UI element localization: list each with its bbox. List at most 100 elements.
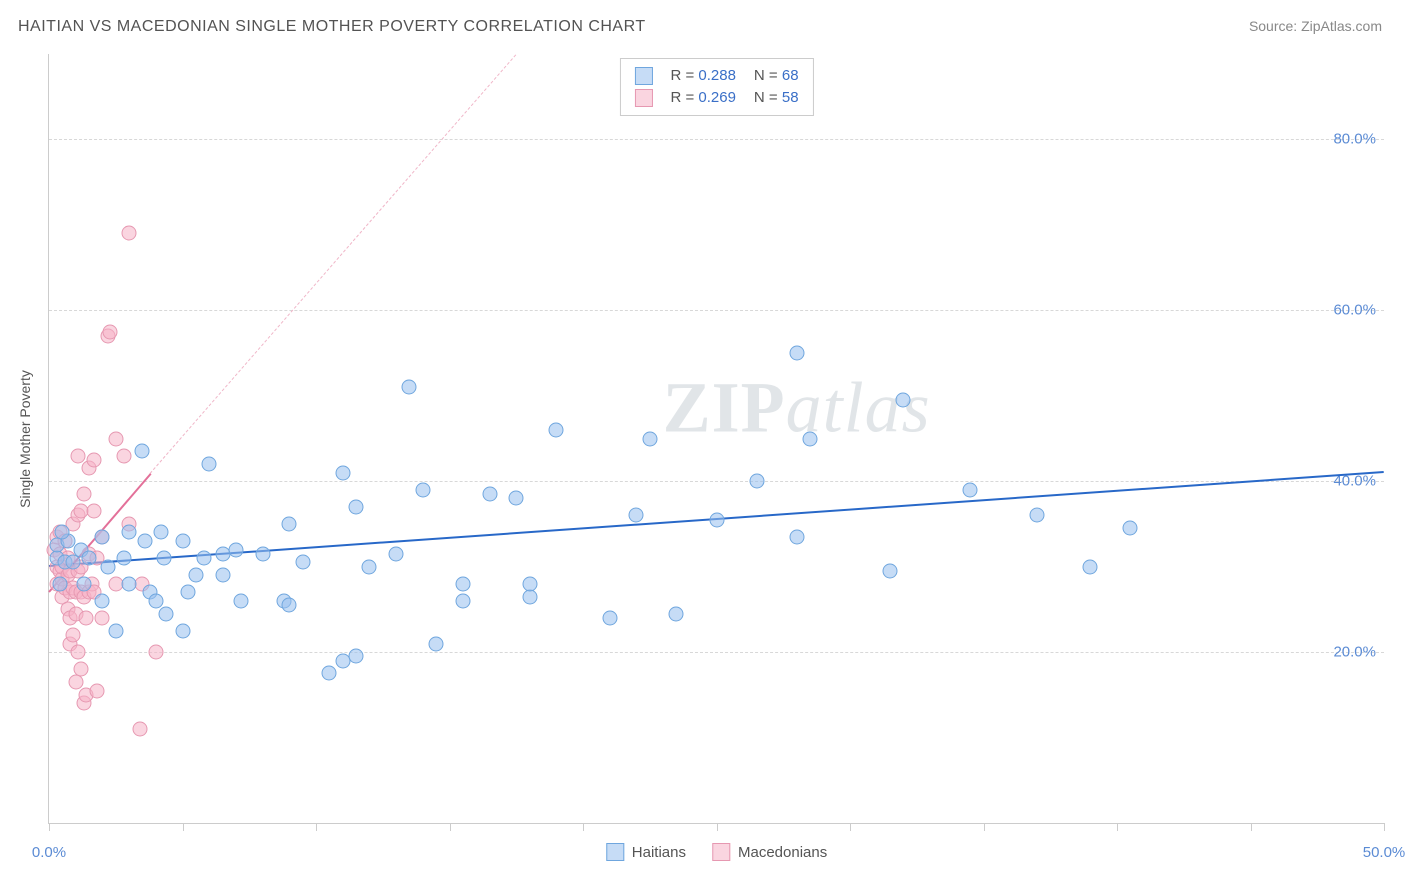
x-tick [450, 823, 451, 831]
scatter-point [202, 457, 217, 472]
legend-swatch-pink [634, 89, 652, 107]
legend-stats-row: R = 0.288 N = 68 [634, 65, 798, 87]
x-tick [984, 823, 985, 831]
plot-region: ZIPatlas Single Mother Poverty R = 0.288… [48, 54, 1384, 824]
scatter-point [522, 589, 537, 604]
scatter-point [389, 546, 404, 561]
scatter-point [55, 525, 70, 540]
scatter-point [802, 431, 817, 446]
scatter-point [282, 598, 297, 613]
grid-line [49, 139, 1384, 140]
legend-swatch-blue [606, 843, 624, 861]
x-tick [1117, 823, 1118, 831]
scatter-point [602, 610, 617, 625]
scatter-point [74, 662, 89, 677]
x-tick [1251, 823, 1252, 831]
scatter-point [159, 606, 174, 621]
legend-swatch-blue [634, 67, 652, 85]
x-tick [717, 823, 718, 831]
chart-header: HAITIAN VS MACEDONIAN SINGLE MOTHER POVE… [0, 0, 1406, 36]
scatter-point [234, 593, 249, 608]
legend-stats-row: R = 0.269 N = 58 [634, 87, 798, 109]
x-tick [49, 823, 50, 831]
scatter-point [629, 508, 644, 523]
scatter-point [95, 593, 110, 608]
scatter-point [402, 380, 417, 395]
scatter-point [148, 593, 163, 608]
x-tick [1384, 823, 1385, 831]
scatter-point [215, 568, 230, 583]
scatter-point [148, 645, 163, 660]
scatter-point [122, 226, 137, 241]
scatter-point [362, 559, 377, 574]
scatter-point [963, 482, 978, 497]
legend-stats: R = 0.288 N = 68 R = 0.269 N = 58 [619, 58, 813, 116]
scatter-point [52, 576, 67, 591]
scatter-point [87, 452, 102, 467]
scatter-point [282, 516, 297, 531]
x-tick-label: 0.0% [32, 844, 66, 861]
scatter-point [79, 610, 94, 625]
scatter-point [295, 555, 310, 570]
scatter-point [322, 666, 337, 681]
scatter-point [135, 444, 150, 459]
legend-item-haitians: Haitians [606, 843, 686, 861]
scatter-point [82, 551, 97, 566]
scatter-point [883, 563, 898, 578]
scatter-point [789, 529, 804, 544]
scatter-point [196, 551, 211, 566]
scatter-point [90, 683, 105, 698]
scatter-point [349, 649, 364, 664]
chart-title: HAITIAN VS MACEDONIAN SINGLE MOTHER POVE… [18, 18, 646, 36]
grid-line [49, 652, 1384, 653]
y-tick-label: 60.0% [1333, 302, 1376, 319]
scatter-point [95, 610, 110, 625]
scatter-point [349, 499, 364, 514]
scatter-point [709, 512, 724, 527]
scatter-point [103, 324, 118, 339]
scatter-point [455, 576, 470, 591]
scatter-point [71, 448, 86, 463]
scatter-point [116, 551, 131, 566]
grid-line [49, 310, 1384, 311]
legend-item-macedonians: Macedonians [712, 843, 827, 861]
legend-series: Haitians Macedonians [606, 843, 827, 861]
scatter-point [335, 465, 350, 480]
scatter-point [255, 546, 270, 561]
scatter-point [132, 722, 147, 737]
scatter-point [455, 593, 470, 608]
scatter-point [228, 542, 243, 557]
scatter-point [175, 534, 190, 549]
scatter-point [509, 491, 524, 506]
scatter-point [188, 568, 203, 583]
scatter-point [66, 628, 81, 643]
scatter-point [154, 525, 169, 540]
watermark: ZIPatlas [663, 366, 931, 449]
scatter-point [108, 431, 123, 446]
scatter-point [76, 487, 91, 502]
x-tick [583, 823, 584, 831]
scatter-point [1029, 508, 1044, 523]
scatter-point [100, 559, 115, 574]
scatter-point [122, 576, 137, 591]
scatter-point [175, 623, 190, 638]
scatter-point [896, 393, 911, 408]
scatter-point [789, 346, 804, 361]
grid-line [49, 481, 1384, 482]
scatter-point [549, 422, 564, 437]
x-tick-label: 50.0% [1363, 844, 1406, 861]
scatter-point [122, 525, 137, 540]
scatter-point [749, 474, 764, 489]
scatter-point [68, 675, 83, 690]
chart-area: ZIPatlas Single Mother Poverty R = 0.288… [48, 54, 1384, 824]
scatter-point [669, 606, 684, 621]
scatter-point [522, 576, 537, 591]
scatter-point [87, 504, 102, 519]
scatter-point [1123, 521, 1138, 536]
legend-swatch-pink [712, 843, 730, 861]
scatter-point [1083, 559, 1098, 574]
scatter-point [116, 448, 131, 463]
scatter-point [642, 431, 657, 446]
scatter-point [95, 529, 110, 544]
y-tick-label: 20.0% [1333, 644, 1376, 661]
